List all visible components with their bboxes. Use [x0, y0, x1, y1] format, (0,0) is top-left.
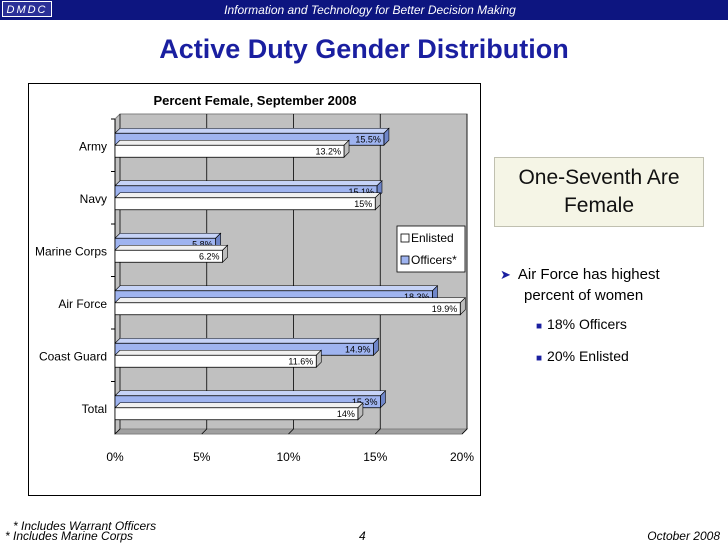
gridline-floor	[461, 428, 468, 435]
bar-enlisted	[114, 144, 345, 158]
bar-top-face	[114, 285, 439, 292]
category-label: Army	[79, 139, 107, 153]
data-label-enlisted: 11.6%	[288, 356, 313, 366]
category-label: Coast Guard	[39, 349, 107, 363]
chart-title: Percent Female, September 2008	[153, 93, 356, 108]
x-tick-label: 0%	[106, 450, 124, 464]
header-tagline: Information and Technology for Better De…	[224, 3, 516, 17]
square-bullet-icon: ■	[536, 321, 543, 332]
header-bar: DMDC Information and Technology for Bett…	[0, 0, 728, 20]
gridline-floor	[201, 428, 208, 435]
x-tick-label: 20%	[450, 450, 474, 464]
category-label: Navy	[80, 192, 107, 206]
bullet-sub-1-text: 18% Officers	[547, 316, 627, 332]
gridline-floor	[374, 428, 381, 435]
bar-top-face	[114, 402, 364, 409]
square-bullet-icon: ■	[536, 353, 543, 364]
bullet-sub-2-text: 20% Enlisted	[547, 348, 629, 364]
legend-swatch-officers	[400, 255, 410, 265]
bar-enlisted	[114, 197, 376, 211]
bar-top-face	[114, 390, 387, 397]
data-label-enlisted: 19.9%	[432, 304, 458, 314]
callout-line-2: Female	[563, 194, 635, 217]
bar-top-face	[114, 127, 390, 134]
bar-enlisted	[114, 249, 223, 263]
plot-area	[114, 113, 468, 435]
footnote-warrant: * Includes Warrant Officers	[13, 519, 157, 533]
chart-container: Percent Female, September 2008 0% 5% 10% 15%…	[28, 83, 481, 496]
footnote-marine: * Includes Marine Corps	[5, 529, 134, 543]
gender-bar-chart: Percent Female, September 2008 0% 5% 10% 15%…	[35, 93, 474, 464]
callout-line-1: One-Seventh Are	[518, 166, 680, 189]
data-label-officers: 18.3%	[404, 292, 430, 302]
data-label-officers: 15.3%	[352, 397, 378, 407]
x-tick-label: 10%	[276, 450, 300, 464]
category-label: Total	[82, 402, 107, 416]
bullet-main: ➤ Air Force has highest percent of women	[500, 264, 715, 306]
data-label-officers: 15.1%	[348, 187, 374, 197]
data-label-enlisted: 15%	[354, 199, 372, 209]
bar-top-face	[114, 139, 350, 146]
category-label: Air Force	[58, 297, 107, 311]
x-tick-label: 5%	[193, 450, 211, 464]
bar-enlisted	[114, 302, 461, 316]
bar-top-face	[114, 337, 380, 344]
data-label-enlisted: 14%	[337, 409, 355, 419]
data-label-officers: 5.8%	[192, 239, 213, 249]
callout-box: One-Seventh Are Female	[494, 157, 704, 227]
bar-top-face	[114, 232, 222, 239]
bullet-sub-2: ■ 20% Enlisted	[536, 348, 629, 364]
bullet-sub-1: ■ 18% Officers	[536, 316, 627, 332]
page-number: 4	[359, 529, 366, 543]
bar-enlisted	[114, 354, 317, 368]
x-tick-label: 15%	[363, 450, 387, 464]
bar-enlisted	[114, 407, 359, 421]
category-label: Marine Corps	[35, 244, 107, 258]
data-label-enlisted: 13.2%	[315, 146, 341, 156]
bar-top-face	[114, 349, 322, 356]
footer-date: October 2008	[647, 529, 720, 543]
arrow-bullet-icon: ➤	[500, 267, 511, 282]
bar-top-face	[114, 192, 381, 199]
legend-label-officers: Officers*	[411, 253, 457, 267]
legend-label-enlisted: Enlisted	[411, 231, 454, 245]
dmdc-badge: DMDC	[2, 1, 52, 17]
gridline-floor	[288, 428, 294, 435]
bar-top-face	[114, 244, 229, 251]
data-label-officers: 14.9%	[345, 344, 371, 354]
data-label-officers: 15.5%	[355, 134, 381, 144]
bullet-main-line-2: percent of women	[524, 287, 644, 304]
gridline-floor	[114, 428, 121, 435]
bullet-main-line-1: Air Force has highest	[517, 266, 660, 283]
bar-top-face	[114, 297, 466, 304]
data-label-enlisted: 6.2%	[199, 251, 220, 261]
page-title: Active Duty Gender Distribution	[159, 34, 569, 64]
bar-top-face	[114, 180, 383, 187]
legend-swatch-enlisted	[400, 233, 410, 243]
